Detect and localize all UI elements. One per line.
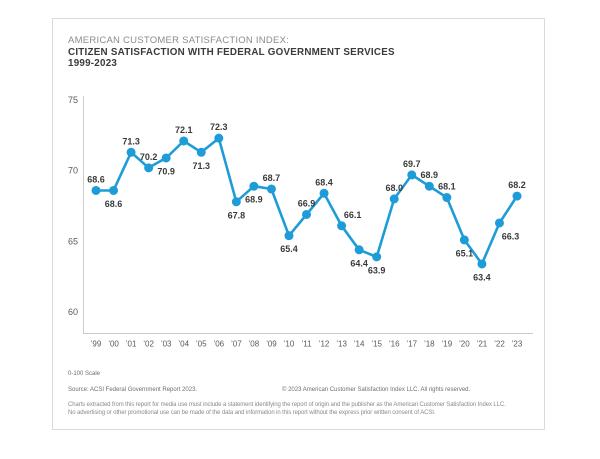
x-tick-label: ’07 [231,340,242,349]
x-tick-label: ’20 [459,340,470,349]
data-point-label: 63.4 [473,272,491,282]
data-point [91,185,101,195]
x-tick-label: ’15 [371,340,382,349]
x-tick-label: ’13 [336,340,347,349]
data-point-label: 72.3 [210,122,228,132]
chart-kicker: AMERICAN CUSTOMER SATISFACTION INDEX: [68,35,290,46]
legal-line-2: No advertising or other promotional use … [68,409,436,416]
data-point-label: 71.3 [122,136,140,146]
data-point [389,194,399,204]
y-tick-label: 60 [68,307,78,317]
data-point [477,259,487,269]
x-tick-label: ’05 [196,340,207,349]
x-tick-label: ’10 [284,340,295,349]
data-point [161,153,171,163]
x-tick-label: ’01 [126,340,137,349]
data-point [337,221,347,231]
data-point [126,147,136,157]
y-tick-label: 75 [68,95,78,105]
data-point-label: 64.4 [350,258,368,268]
legal-block: Charts extracted from this report for me… [68,402,506,417]
data-point-label: 66.1 [344,210,362,220]
data-point [424,181,434,191]
data-point [214,133,224,143]
data-point-label: 65.4 [280,244,298,254]
data-point-label: 68.1 [438,182,456,192]
chart-title-years: 1999-2023 [68,58,118,69]
chart-title: CITIZEN SATISFACTION WITH FEDERAL GOVERN… [68,47,395,58]
x-tick-label: ’06 [213,340,224,349]
data-point [442,193,452,203]
data-point [459,235,469,245]
x-tick-label: ’11 [301,340,312,349]
data-point [319,188,329,198]
data-point [407,170,417,180]
x-tick-label: ’08 [249,340,260,349]
y-tick-label: 65 [68,236,78,246]
x-tick-label: ’19 [441,340,452,349]
data-point [249,181,259,191]
data-point-label: 68.9 [245,195,263,205]
x-tick-label: ’14 [354,340,365,349]
data-point [302,209,312,219]
x-tick-label: ’99 [91,340,102,349]
title-block: AMERICAN CUSTOMER SATISFACTION INDEX: CI… [68,35,395,69]
x-tick-label: ’16 [389,340,400,349]
data-point-label: 68.7 [263,173,281,183]
copyright-note: © 2023 American Customer Satisfaction In… [282,387,471,393]
data-point-label: 68.6 [105,199,123,209]
data-point [512,191,522,201]
data-point [266,184,276,194]
legal-line-1: Charts extracted from this report for me… [68,402,506,408]
data-point [179,136,189,146]
data-point [231,197,241,207]
data-point-label: 68.6 [87,174,105,184]
y-tick-label: 70 [68,166,78,176]
x-tick-label: ’02 [143,340,154,349]
data-point [354,245,364,255]
x-tick-label: ’23 [512,340,523,349]
data-point-label: 68.9 [421,170,439,180]
data-point-label: 71.3 [192,161,210,171]
x-tick-label: ’00 [108,340,119,349]
data-point-label: 70.9 [157,166,175,176]
data-point-label: 68.0 [385,183,403,193]
x-tick-label: ’21 [477,340,488,349]
data-point-label: 68.2 [508,180,526,190]
x-tick-label: ’04 [178,340,189,349]
x-tick-label: ’09 [266,340,277,349]
data-point-label: 69.7 [403,159,421,169]
x-tick-label: ’22 [494,340,505,349]
data-point-label: 65.1 [456,248,474,258]
source-note: Source: ACSI Federal Government Report 2… [68,387,198,393]
data-point-label: 66.3 [502,231,520,241]
data-point-label: 70.2 [140,152,158,162]
data-point-label: 68.4 [315,177,333,187]
x-tick-label: ’03 [161,340,172,349]
x-tick-label: ’17 [406,340,417,349]
data-point-label: 67.8 [228,210,246,220]
data-point [144,163,154,173]
scale-note: 0-100 Scale [68,371,101,377]
data-point [196,147,206,157]
data-point [284,231,294,241]
data-point-label: 72.1 [175,125,193,135]
x-tick-label: ’18 [424,340,435,349]
data-point-label: 63.9 [368,265,386,275]
data-point-label: 66.9 [298,198,316,208]
data-point [494,218,504,228]
data-point [372,252,382,262]
data-point [109,185,119,195]
x-tick-label: ’12 [319,340,330,349]
